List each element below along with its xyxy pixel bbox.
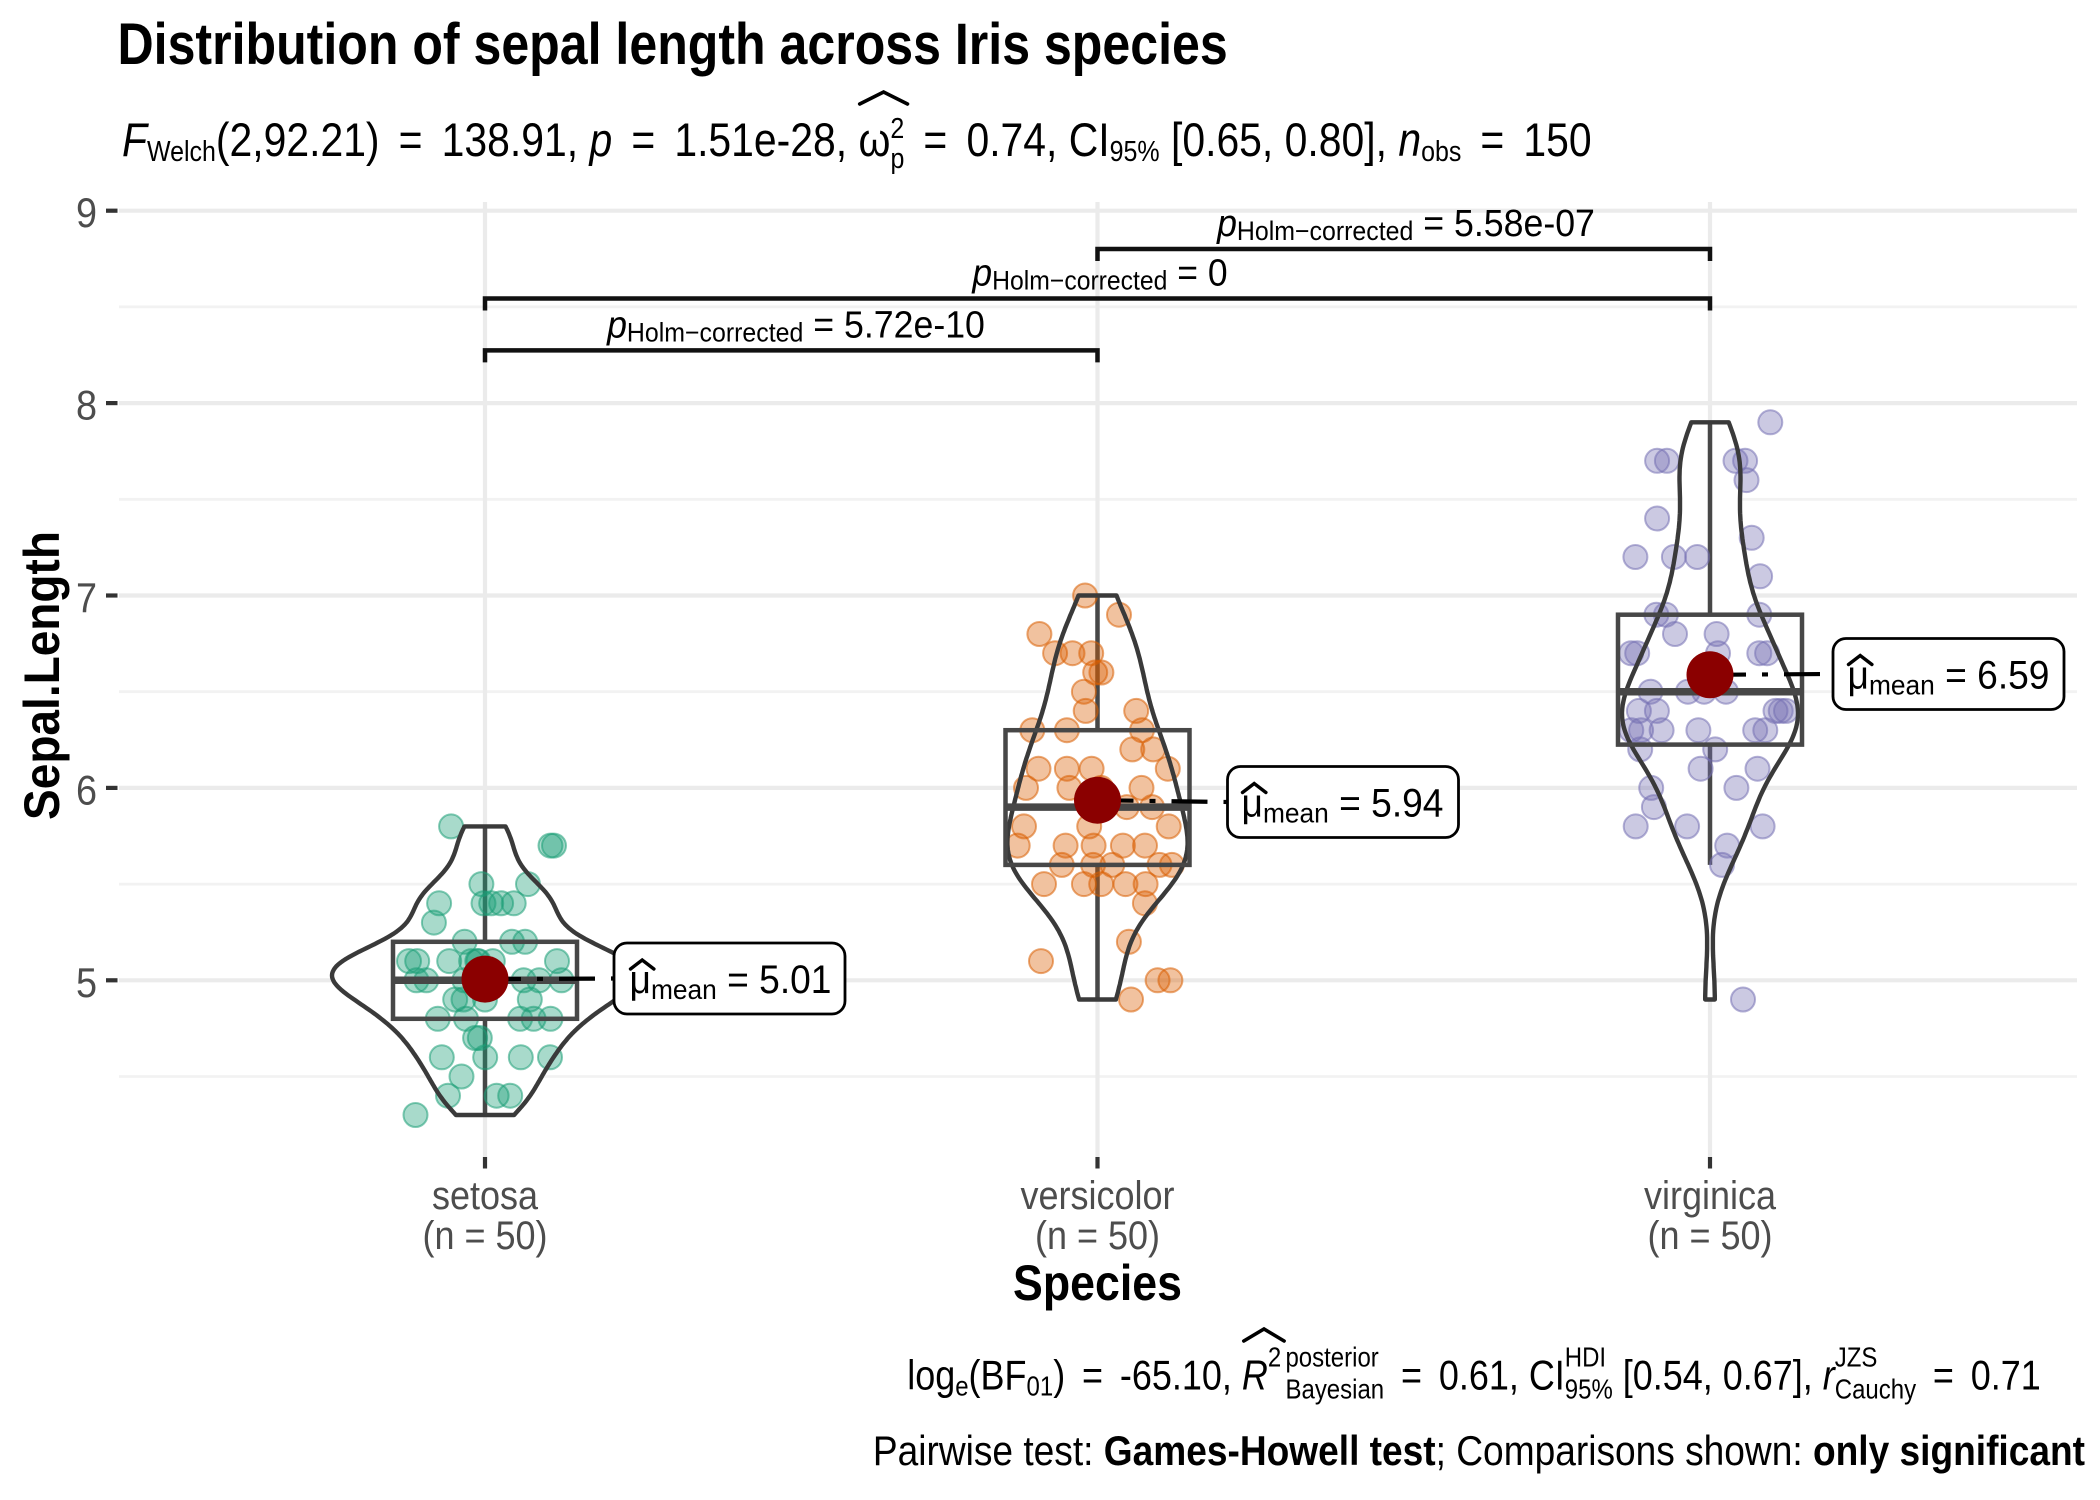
svg-text:setosa: setosa — [432, 1174, 539, 1218]
svg-text:FWelch(2,92.21) = 138.91, p =: FWelch(2,92.21) = 138.91, p = 1.51e-28, … — [122, 112, 1592, 174]
svg-text:pHolm−corrected = 5.58e-07: pHolm−corrected = 5.58e-07 — [1216, 202, 1595, 246]
svg-text:versicolor: versicolor — [1020, 1174, 1174, 1218]
svg-text:(n = 50): (n = 50) — [1035, 1214, 1160, 1258]
svg-text:5: 5 — [76, 960, 97, 1006]
svg-text:pHolm−corrected = 5.72e-10: pHolm−corrected = 5.72e-10 — [606, 303, 985, 347]
svg-text:(n = 50): (n = 50) — [1647, 1214, 1772, 1258]
svg-text:virginica: virginica — [1644, 1174, 1777, 1218]
svg-text:Species: Species — [1013, 1256, 1182, 1312]
svg-text:9: 9 — [76, 190, 97, 236]
svg-text:Sepal.Length: Sepal.Length — [15, 531, 70, 820]
svg-text:6: 6 — [76, 768, 97, 814]
svg-text:μmean = 6.59: μmean = 6.59 — [1848, 653, 2050, 700]
svg-text:(n = 50): (n = 50) — [422, 1214, 547, 1258]
svg-text:μmean = 5.94: μmean = 5.94 — [1242, 781, 1444, 828]
svg-text:8: 8 — [76, 383, 97, 429]
svg-text:μmean = 5.01: μmean = 5.01 — [630, 958, 832, 1005]
svg-text:Distribution of sepal length a: Distribution of sepal length across Iris… — [118, 13, 1228, 77]
svg-text:pHolm−corrected = 0: pHolm−corrected = 0 — [971, 251, 1227, 295]
svg-text:Pairwise test: Games-Howell te: Pairwise test: Games-Howell test; Compar… — [873, 1428, 2085, 1474]
svg-text:7: 7 — [76, 575, 97, 621]
